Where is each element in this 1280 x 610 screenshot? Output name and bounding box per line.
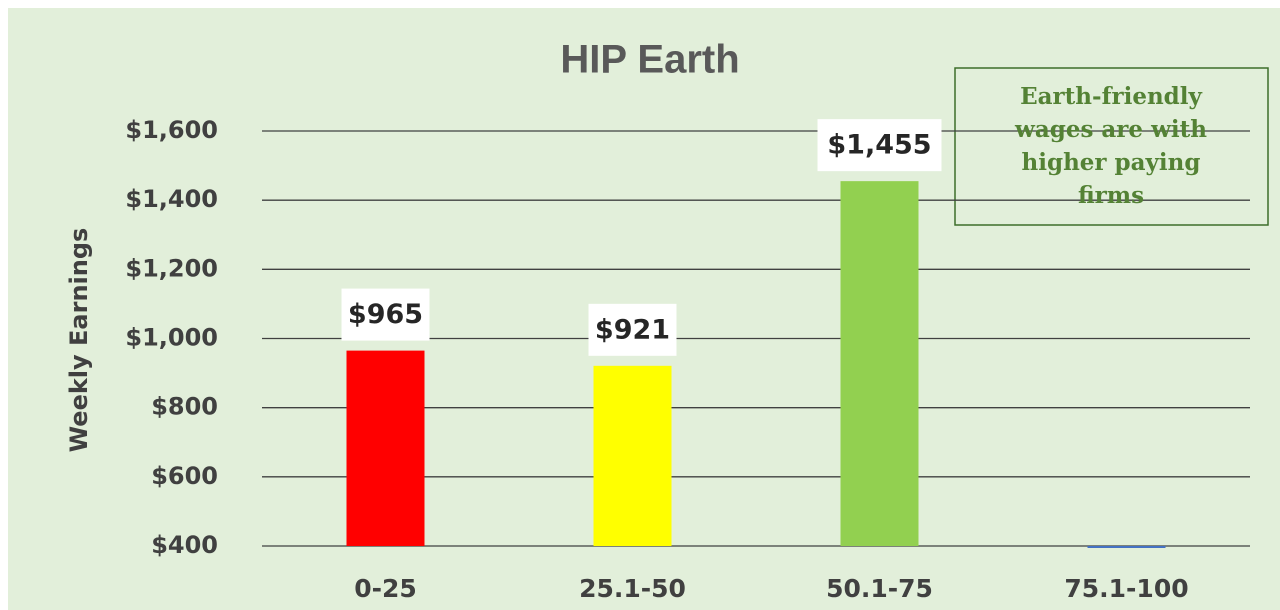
bar xyxy=(593,365,672,546)
annotation-text: firms xyxy=(1078,182,1144,209)
y-tick-label: $400 xyxy=(151,531,218,559)
value-label-box xyxy=(341,288,430,341)
annotation-text: higher paying xyxy=(1022,149,1201,176)
y-tick-label: $1,600 xyxy=(125,116,218,144)
x-tick-label: 75.1-100 xyxy=(1064,574,1188,603)
value-label-box xyxy=(817,119,942,172)
x-tick-label: 25.1-50 xyxy=(579,574,686,603)
value-label: $1,455 xyxy=(827,130,931,161)
annotation-text: Earth-friendly xyxy=(1020,83,1202,110)
chart-title: HIP Earth xyxy=(560,38,739,82)
bar xyxy=(840,181,919,547)
bar xyxy=(346,350,425,546)
value-label: $965 xyxy=(348,299,423,330)
annotation-text: wages are with xyxy=(1014,116,1207,143)
y-axis-label: Weekly Earnings xyxy=(65,228,93,453)
value-label-box xyxy=(588,303,677,356)
y-tick-label: $1,000 xyxy=(125,324,218,352)
y-tick-label: $1,200 xyxy=(125,254,218,282)
x-tick-label: 50.1-75 xyxy=(826,574,933,603)
y-tick-label: $600 xyxy=(151,462,218,490)
annotation-box xyxy=(954,67,1269,226)
y-tick-label: $800 xyxy=(151,393,218,421)
bar xyxy=(1087,546,1166,548)
y-tick-label: $1,400 xyxy=(125,185,218,213)
x-tick-label: 0-25 xyxy=(354,574,417,603)
value-label: $921 xyxy=(595,314,670,345)
